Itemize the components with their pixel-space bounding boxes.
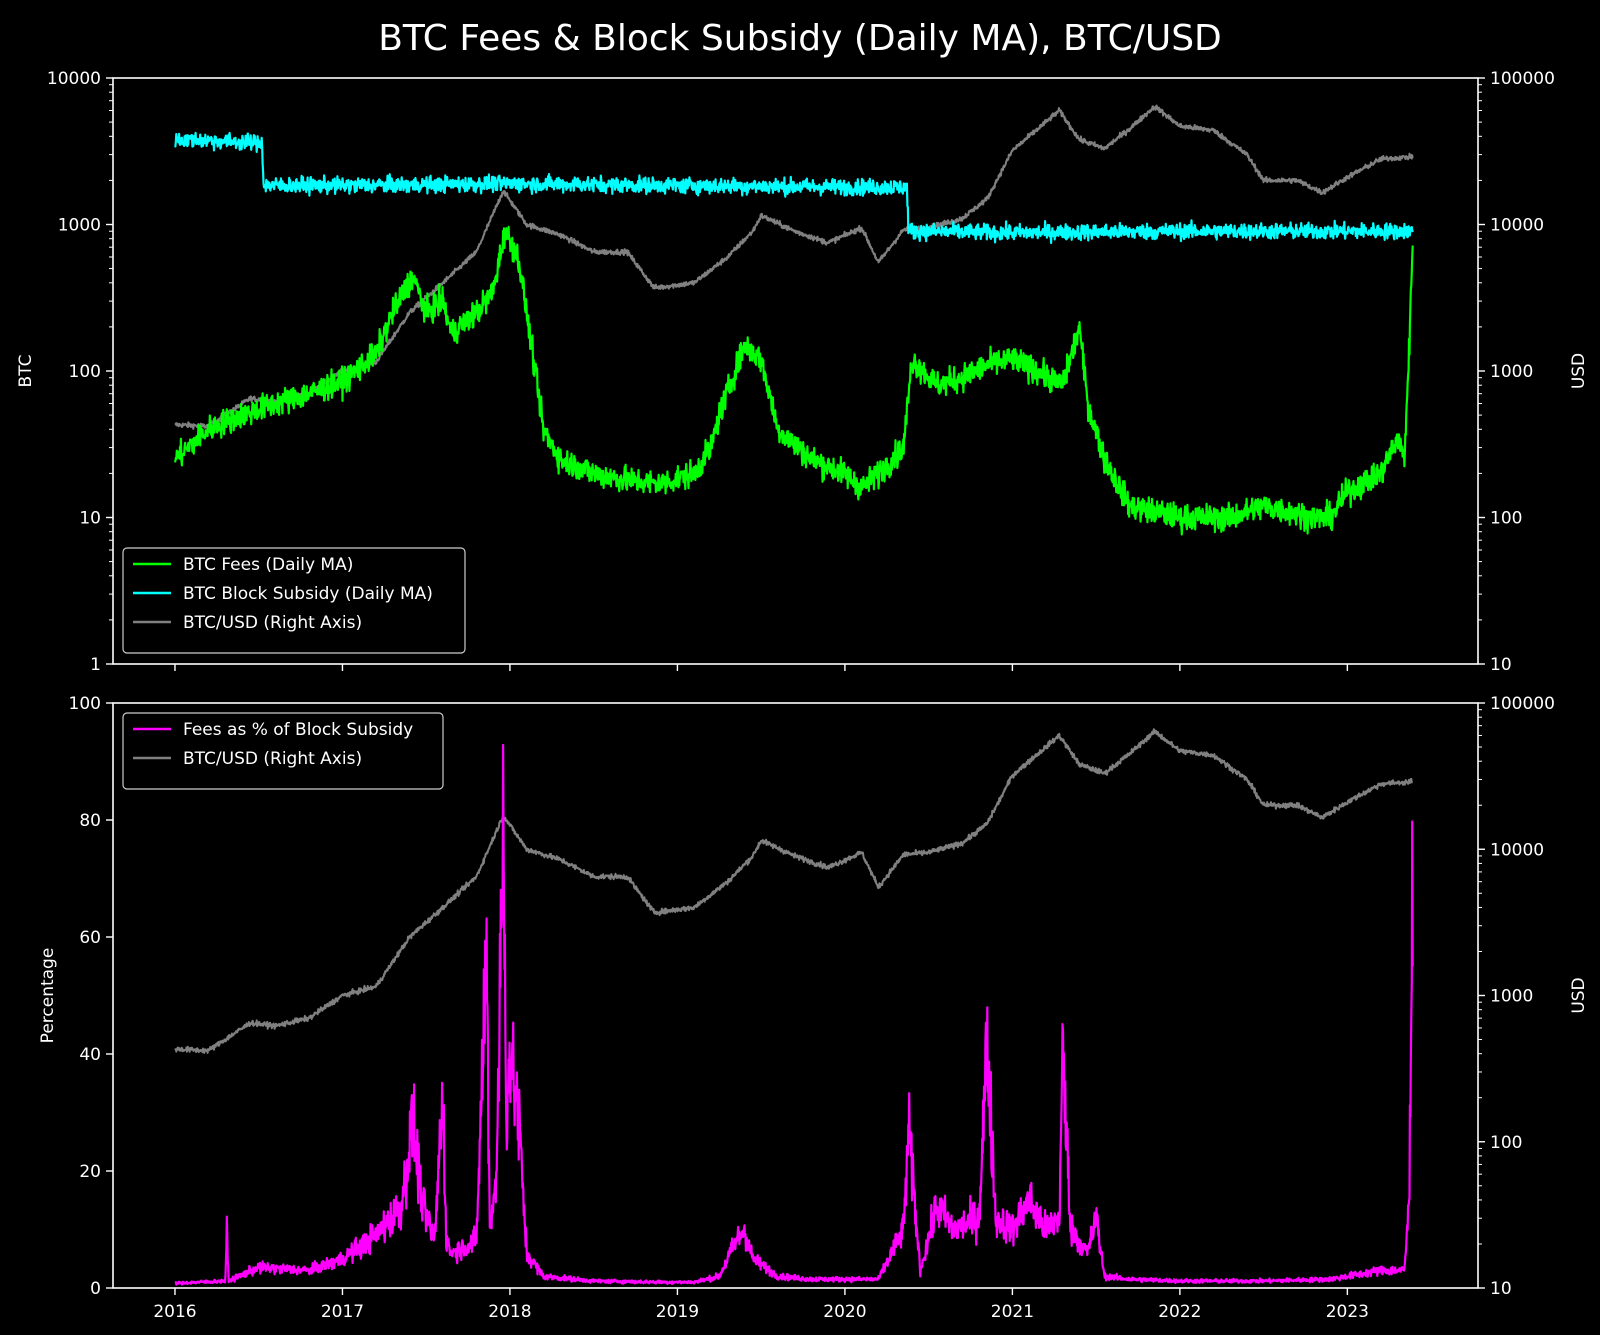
y-tick-label: 100 bbox=[69, 362, 101, 382]
legend-entry: Fees as % of Block Subsidy bbox=[183, 720, 413, 740]
x-tick-label: 2023 bbox=[1326, 1302, 1369, 1322]
series-line-btc-usd-right-axis bbox=[174, 104, 1414, 430]
legend-entry: BTC/USD (Right Axis) bbox=[183, 749, 362, 769]
y-tick-label: 10000 bbox=[47, 69, 101, 89]
y2-tick-label: 100 bbox=[1490, 1133, 1522, 1153]
series-line-btc-usd-right-axis bbox=[174, 728, 1414, 1054]
legend-entry: BTC Block Subsidy (Daily MA) bbox=[183, 584, 433, 604]
x-tick-label: 2019 bbox=[656, 1302, 699, 1322]
x-tick-label: 2022 bbox=[1158, 1302, 1201, 1322]
y-tick-label: 1000 bbox=[58, 216, 101, 236]
y2-tick-label: 1000 bbox=[1490, 362, 1533, 382]
legend-entry: BTC Fees (Daily MA) bbox=[183, 555, 353, 575]
y-axis-label: Percentage bbox=[38, 948, 58, 1044]
chart-title: BTC Fees & Block Subsidy (Daily MA), BTC… bbox=[378, 18, 1222, 59]
y2-tick-label: 10 bbox=[1490, 655, 1512, 675]
x-tick-label: 2021 bbox=[991, 1302, 1034, 1322]
y-axis-label: BTC bbox=[16, 355, 36, 388]
y2-tick-label: 10000 bbox=[1490, 840, 1544, 860]
series-line-fees-as-of-block-subsidy bbox=[174, 743, 1414, 1286]
y-tick-label: 0 bbox=[90, 1279, 101, 1299]
y-tick-label: 80 bbox=[79, 811, 101, 831]
y2-tick-label: 100000 bbox=[1490, 694, 1555, 714]
legend-entry: BTC/USD (Right Axis) bbox=[183, 613, 362, 633]
series-line-btc-fees-daily-ma bbox=[173, 225, 1414, 536]
legend: BTC Fees (Daily MA) BTC Block Subsidy (Da… bbox=[122, 547, 466, 654]
plot-frame bbox=[112, 702, 1479, 1289]
x-tick-label: 2020 bbox=[823, 1302, 866, 1322]
x-tick-label: 2017 bbox=[321, 1302, 364, 1322]
y-tick-label: 10 bbox=[79, 509, 101, 529]
y2-tick-label: 1000 bbox=[1490, 987, 1533, 1007]
y-tick-label: 20 bbox=[79, 1162, 101, 1182]
y2-axis-label: USD bbox=[1569, 977, 1589, 1013]
y2-tick-label: 10 bbox=[1490, 1279, 1512, 1299]
x-tick-label: 2018 bbox=[488, 1302, 531, 1322]
y2-tick-label: 100 bbox=[1490, 509, 1522, 529]
y-tick-label: 40 bbox=[79, 1045, 101, 1065]
y2-tick-label: 100000 bbox=[1490, 69, 1555, 89]
legend: Fees as % of Block Subsidy BTC/USD (Right… bbox=[122, 712, 444, 790]
y2-tick-label: 10000 bbox=[1490, 216, 1544, 236]
y-tick-label: 1 bbox=[90, 655, 101, 675]
y-tick-label: 60 bbox=[79, 928, 101, 948]
x-tick-label: 2016 bbox=[153, 1302, 196, 1322]
legend-box bbox=[122, 547, 466, 654]
y2-axis-label: USD bbox=[1569, 353, 1589, 389]
y-tick-label: 100 bbox=[69, 694, 101, 714]
series-line-btc-block-subsidy-daily-ma bbox=[174, 131, 1414, 245]
legend-box bbox=[122, 712, 444, 790]
panel-1: 1 10 100 1000 10000 10 100 1000 10000 100000 BTC US… bbox=[16, 69, 1589, 675]
panel-2: 0 20 40 60 80 100 10 100 1000 10000 100000 2016 2017… bbox=[38, 694, 1589, 1322]
